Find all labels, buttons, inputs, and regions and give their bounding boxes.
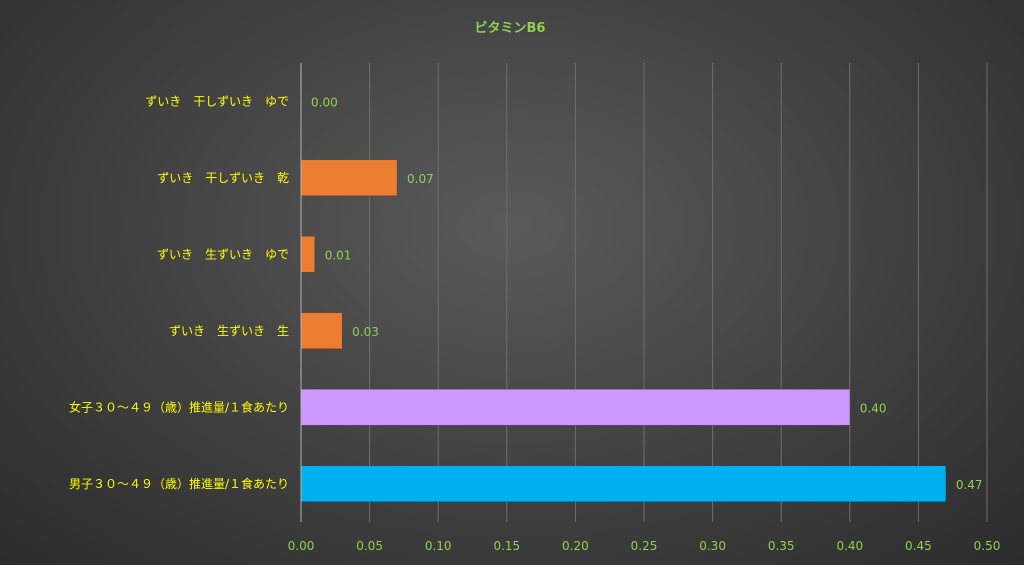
value-label: 0.03	[352, 325, 379, 339]
bars	[300, 159, 947, 503]
x-tick-label: 0.25	[631, 539, 658, 553]
x-tick-label: 0.45	[905, 539, 932, 553]
bar	[300, 159, 398, 197]
x-tick-label: 0.40	[836, 539, 863, 553]
x-axis-ticks: 0.00 0.05 0.10 0.15 0.20 0.25 0.30 0.35 0.40 0.45…	[288, 539, 1001, 553]
category-label: ずいき 干しずいき 乾	[157, 171, 289, 185]
x-tick-label: 0.05	[356, 539, 383, 553]
category-label: ずいき 生ずいき ゆで	[157, 247, 289, 261]
bar	[300, 312, 343, 350]
x-tick-label: 0.00	[288, 539, 315, 553]
x-tick-label: 0.10	[425, 539, 452, 553]
value-label: 0.40	[860, 401, 887, 415]
bar	[300, 235, 316, 273]
value-label: 0.47	[956, 478, 983, 492]
value-label: 0.01	[325, 248, 352, 262]
x-tick-label: 0.20	[562, 539, 589, 553]
category-label: 男子３０～４９（歳）推進量/１食あたり	[69, 476, 289, 491]
value-label: 0.00	[311, 95, 338, 109]
x-tick-label: 0.35	[768, 539, 795, 553]
x-tick-label: 0.50	[974, 539, 1001, 553]
x-tick-label: 0.30	[699, 539, 726, 553]
chart-title: ビタミンB6	[475, 20, 546, 36]
category-label: 女子３０～４９（歳）推進量/１食あたり	[69, 399, 289, 414]
category-label: ずいき 干しずいき ゆで	[145, 94, 289, 108]
category-label: ずいき 生ずいき 生	[169, 324, 289, 338]
value-label: 0.07	[407, 172, 434, 186]
gridlines	[369, 63, 988, 522]
value-labels: 0.00 0.07 0.01 0.03 0.40 0.47	[311, 95, 983, 492]
bar	[300, 465, 947, 503]
bar	[300, 388, 851, 426]
x-tick-label: 0.15	[493, 539, 520, 553]
